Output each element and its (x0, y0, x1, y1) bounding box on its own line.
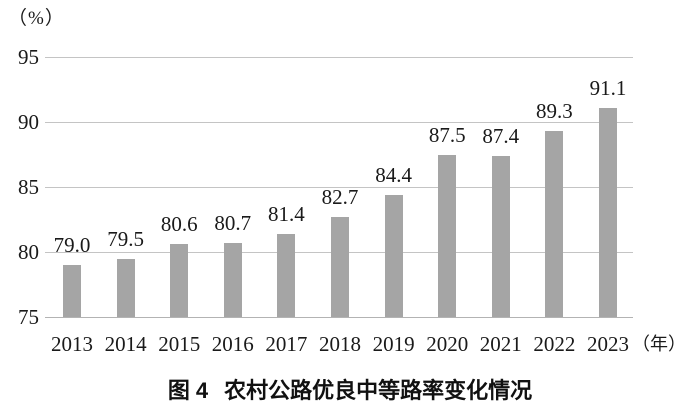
bar-value-label: 80.6 (160, 212, 198, 237)
bar (170, 244, 189, 317)
bar-value-label: 79.0 (53, 233, 91, 257)
x-axis-tick-label: 2017 (265, 332, 308, 356)
x-axis-tick-label: 2022 (533, 332, 576, 356)
bar-value-label: 91.1 (589, 75, 627, 100)
bar (63, 265, 81, 317)
gridline (45, 57, 633, 58)
y-axis-tick-label: 80 (18, 240, 39, 264)
bar (384, 194, 403, 317)
bar (116, 258, 135, 317)
x-axis-tick-label: 2014 (104, 332, 147, 356)
bar (331, 216, 349, 317)
bar-value-label: 80.7 (214, 210, 252, 235)
bar-value-label: 81.4 (268, 201, 305, 226)
y-axis-unit-label: （%） (8, 8, 65, 29)
gridline (45, 187, 633, 188)
figure-caption-number: 图 4 (167, 378, 209, 403)
bar (491, 155, 510, 317)
bar (438, 154, 457, 317)
x-axis-tick-label: 2018 (319, 332, 361, 356)
x-axis-line (45, 317, 633, 318)
y-axis-tick-label: 85 (18, 175, 39, 199)
bar (277, 233, 296, 317)
bar (545, 131, 564, 317)
figure-caption: 图 4 农村公路优良中等路率变化情况 (0, 377, 700, 405)
x-axis-tick-label: 2016 (211, 332, 254, 356)
x-axis-tick-label: 2019 (372, 332, 415, 356)
bar (223, 242, 242, 317)
x-axis-unit-label: （年） (632, 334, 686, 354)
bar-value-label: 89.3 (536, 99, 573, 124)
y-axis-tick-label: 75 (18, 305, 39, 329)
bar-value-label: 84.4 (375, 162, 412, 187)
x-axis-tick-label: 2021 (479, 332, 522, 356)
x-axis-tick-label: 2013 (51, 332, 93, 356)
bar (599, 107, 617, 317)
bar-value-label: 87.5 (428, 122, 466, 147)
bar-value-label: 79.5 (107, 226, 144, 251)
bar-value-label: 82.7 (321, 184, 359, 209)
x-axis-tick-label: 2023 (587, 332, 629, 356)
gridline (45, 122, 633, 123)
y-axis-tick-label: 95 (18, 45, 39, 69)
x-axis-tick-label: 2020 (426, 332, 469, 356)
figure-caption-text: 农村公路优良中等路率变化情况 (224, 378, 533, 403)
x-axis-tick-label: 2015 (158, 332, 201, 356)
y-axis-tick-label: 90 (18, 110, 39, 134)
bar-value-label: 87.4 (482, 123, 520, 148)
